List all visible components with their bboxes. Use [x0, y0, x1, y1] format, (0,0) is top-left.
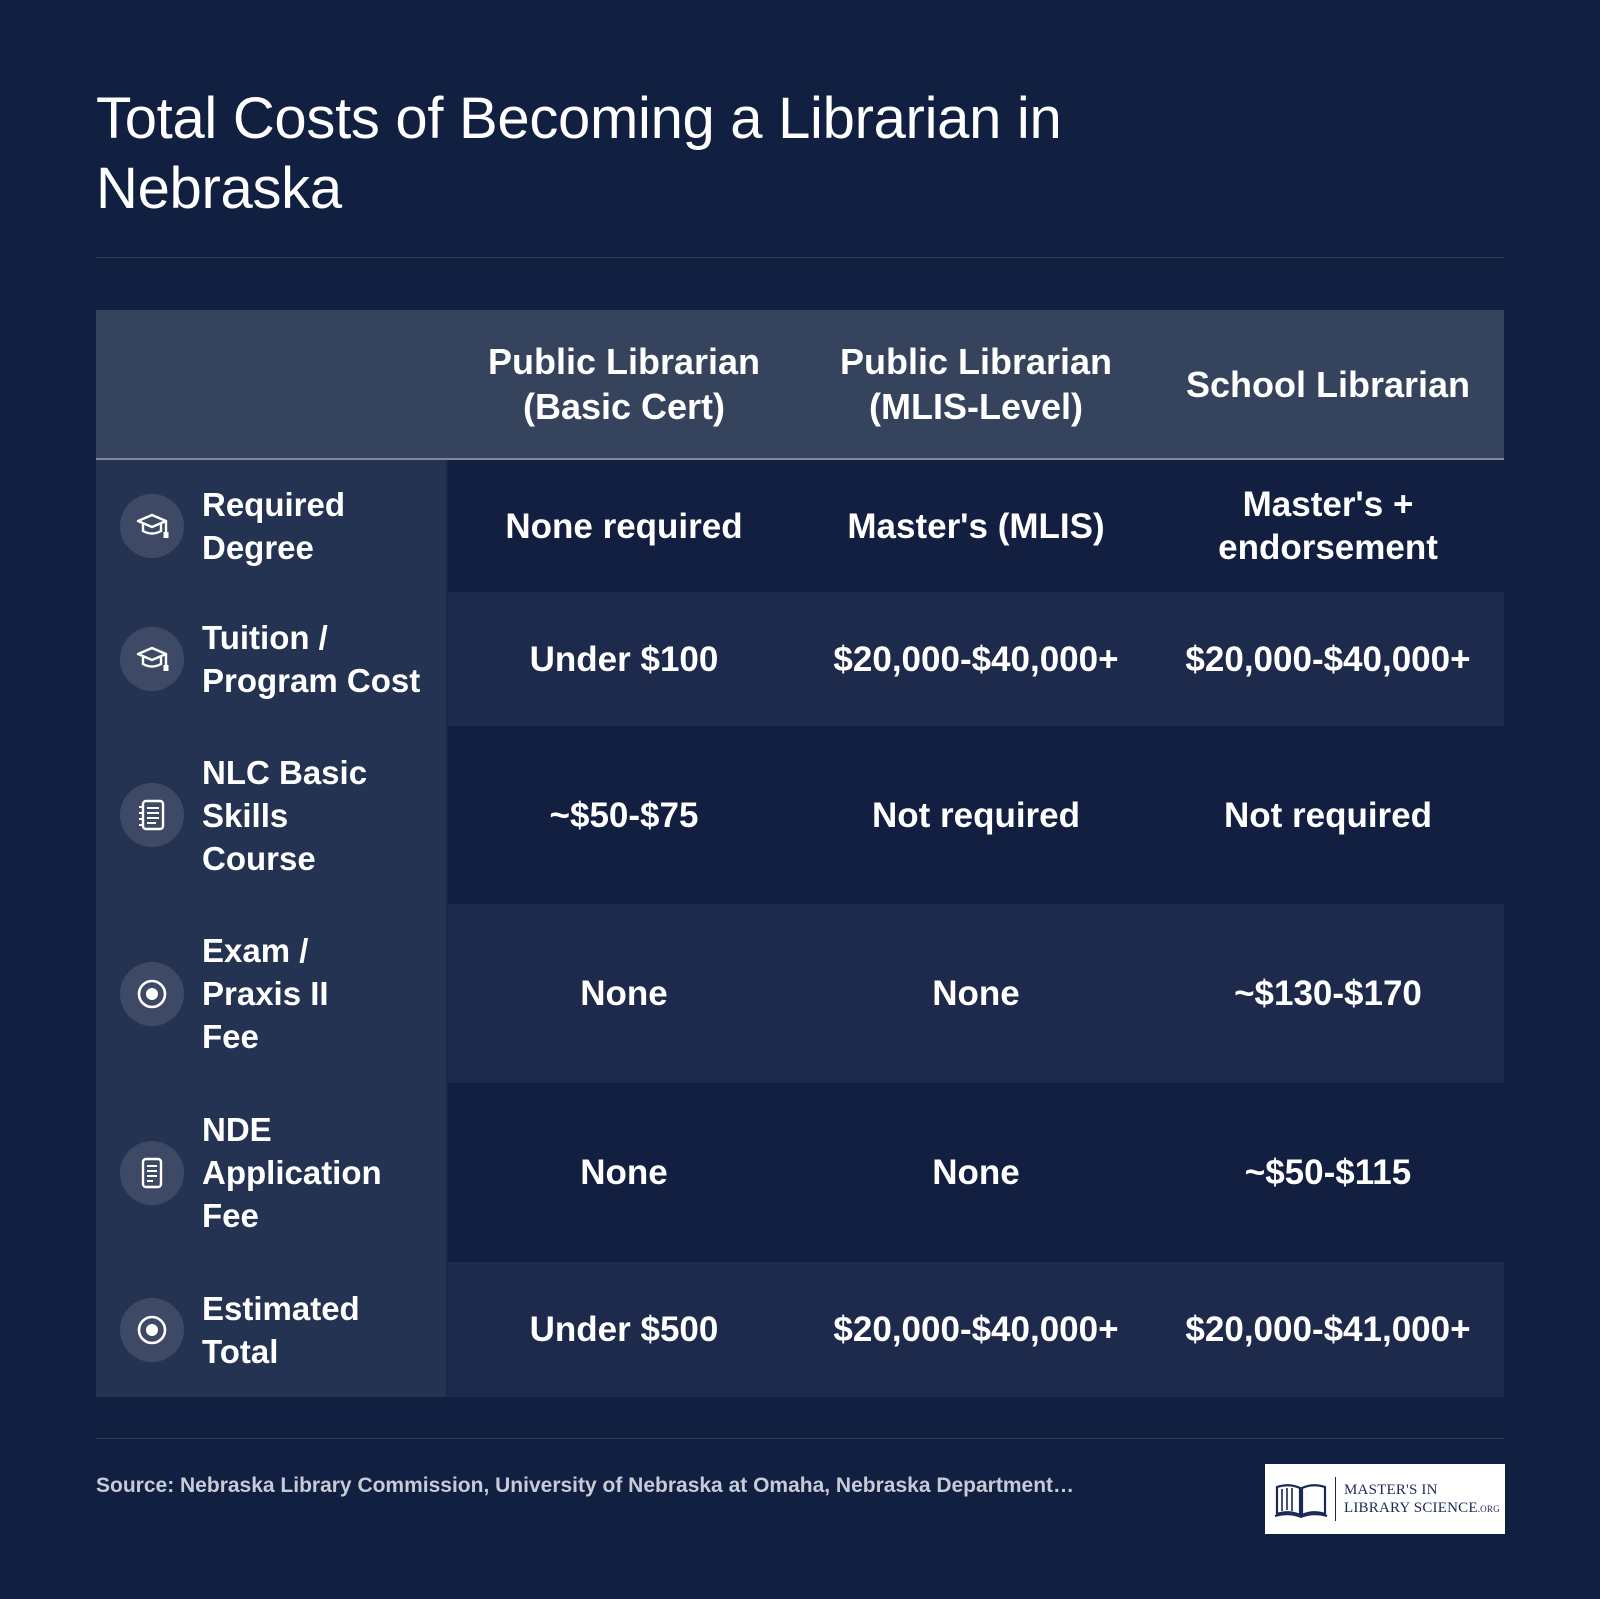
table-row-exam-fee: Exam / Praxis II Fee None None ~$130-$17…	[96, 904, 1504, 1083]
table-cell: $20,000-$40,000+	[1152, 592, 1504, 726]
table-cell: Master's + endorsement	[1152, 460, 1504, 592]
table-row-nlc-course: NLC Basic Skills Course ~$50-$75 Not req…	[96, 726, 1504, 904]
column-header-label: School Librarian	[1185, 363, 1471, 405]
table-cell: None	[800, 904, 1152, 1083]
logo-line-1: MASTER'S IN	[1344, 1481, 1438, 1498]
column-header-label: Public Librarian (Basic Cert)	[487, 341, 761, 427]
table-cell: None required	[448, 460, 800, 592]
table-cell: $20,000-$40,000+	[800, 592, 1152, 726]
logo-suffix: .ORG	[1477, 1503, 1500, 1514]
graduation-cap-icon	[120, 627, 184, 691]
table-row-estimated-total: Estimated Total Under $500 $20,000-$40,0…	[96, 1262, 1504, 1397]
column-header-school-librarian: School Librarian	[1152, 310, 1504, 458]
brand-logo[interactable]: MASTER'S IN LIBRARY SCIENCE.ORG	[1265, 1464, 1505, 1534]
page-title: Total Costs of Becoming a Librarian in N…	[96, 86, 1062, 221]
target-icon	[120, 1297, 184, 1362]
row-label-cell: Exam / Praxis II Fee	[96, 904, 448, 1083]
cost-table: Public Librarian (Basic Cert) Public Lib…	[96, 310, 1504, 1397]
target-icon	[120, 961, 184, 1026]
row-label: Exam / Praxis II Fee	[202, 932, 329, 1055]
logo-text: MASTER'S IN LIBRARY SCIENCE.ORG	[1344, 1481, 1500, 1518]
open-book-icon	[1274, 1484, 1328, 1519]
table-cell: None	[448, 1083, 800, 1262]
row-label-cell: NDE Application Fee	[96, 1083, 448, 1262]
row-label: Required Degree	[202, 486, 346, 566]
table-cell: Under $500	[448, 1262, 800, 1397]
document-icon	[120, 1140, 184, 1205]
divider	[96, 257, 1504, 258]
logo-line-2: LIBRARY SCIENCE.ORG	[1344, 1499, 1500, 1518]
table-cell: None	[448, 904, 800, 1083]
table-row-nde-application-fee: NDE Application Fee None None ~$50-$115	[96, 1083, 1504, 1262]
row-label: NLC Basic Skills Course	[202, 753, 368, 877]
row-label: Tuition / Program Cost	[202, 619, 421, 699]
table-cell: Under $100	[448, 592, 800, 726]
column-header-mlis-level: Public Librarian (MLIS-Level)	[800, 310, 1152, 458]
row-label-cell: Tuition / Program Cost	[96, 592, 448, 726]
row-label-cell: Estimated Total	[96, 1262, 448, 1397]
table-header: Public Librarian (Basic Cert) Public Lib…	[96, 310, 1504, 460]
table-cell: $20,000-$40,000+	[800, 1262, 1152, 1397]
table-cell: ~$50-$75	[448, 726, 800, 904]
row-label-cell: NLC Basic Skills Course	[96, 726, 448, 904]
table-cell: ~$130-$170	[1152, 904, 1504, 1083]
table-row-tuition: Tuition / Program Cost Under $100 $20,00…	[96, 592, 1504, 726]
divider	[96, 1438, 1504, 1439]
row-label-cell: Required Degree	[96, 460, 448, 592]
table-cell: None	[800, 1083, 1152, 1262]
table-cell: ~$50-$115	[1152, 1083, 1504, 1262]
table-row-required-degree: Required Degree None required Master's (…	[96, 460, 1504, 592]
notebook-icon	[120, 783, 184, 847]
row-label: NDE Application Fee	[202, 1111, 382, 1234]
row-label: Estimated Total	[202, 1289, 360, 1370]
logo-line-2-text: LIBRARY SCIENCE	[1344, 1499, 1478, 1516]
column-header-label: Public Librarian (MLIS-Level)	[839, 341, 1113, 427]
table-cell: Master's (MLIS)	[800, 460, 1152, 592]
column-header-basic-cert: Public Librarian (Basic Cert)	[448, 310, 800, 458]
table-cell: Not required	[1152, 726, 1504, 904]
logo-divider	[1335, 1477, 1336, 1521]
header-corner	[96, 310, 448, 458]
source-note: Source: Nebraska Library Commission, Uni…	[96, 1474, 1075, 1497]
table-cell: $20,000-$41,000+	[1152, 1262, 1504, 1397]
graduation-cap-icon	[120, 494, 184, 558]
table-cell: Not required	[800, 726, 1152, 904]
